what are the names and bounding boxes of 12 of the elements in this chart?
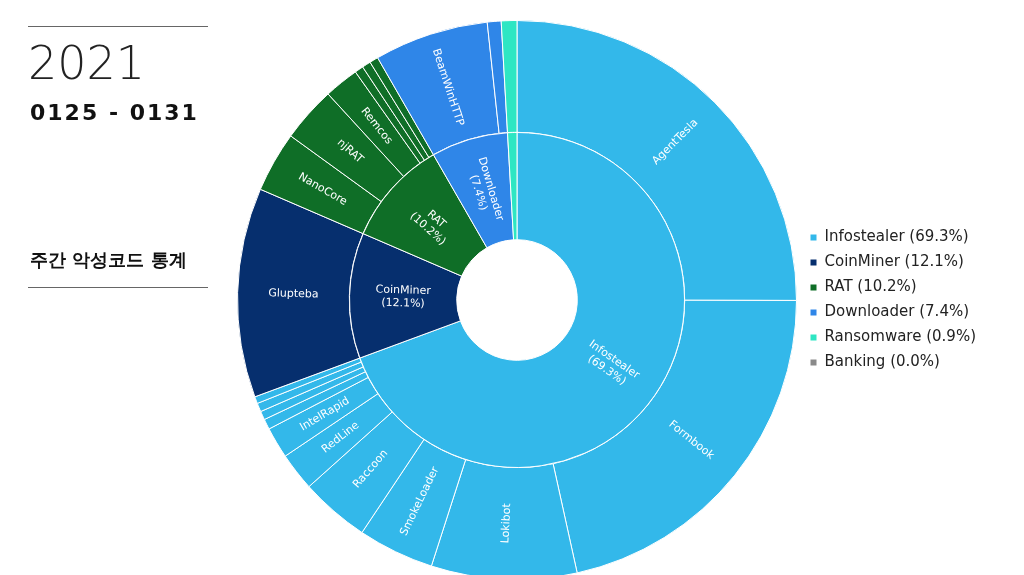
legend-label: CoinMiner (12.1%) [824,252,964,271]
legend-label: RAT (10.2%) [824,277,917,296]
slice-label: Lokibot [498,502,514,544]
legend-label: Infostealer (69.3%) [824,227,969,246]
chart-title: 2021 [28,36,146,90]
legend-label: Downloader (7.4%) [824,302,970,321]
legend-label: Ransomware (0.9%) [824,327,977,346]
text: 주간 악성코드 통계 [30,248,187,272]
text: 0125 - 0131 [30,100,199,125]
slice-label: Glupteba [268,286,319,301]
legend-label: Banking (0.0%) [824,352,940,371]
slice-label: CoinMiner (12.1%) [375,282,432,310]
